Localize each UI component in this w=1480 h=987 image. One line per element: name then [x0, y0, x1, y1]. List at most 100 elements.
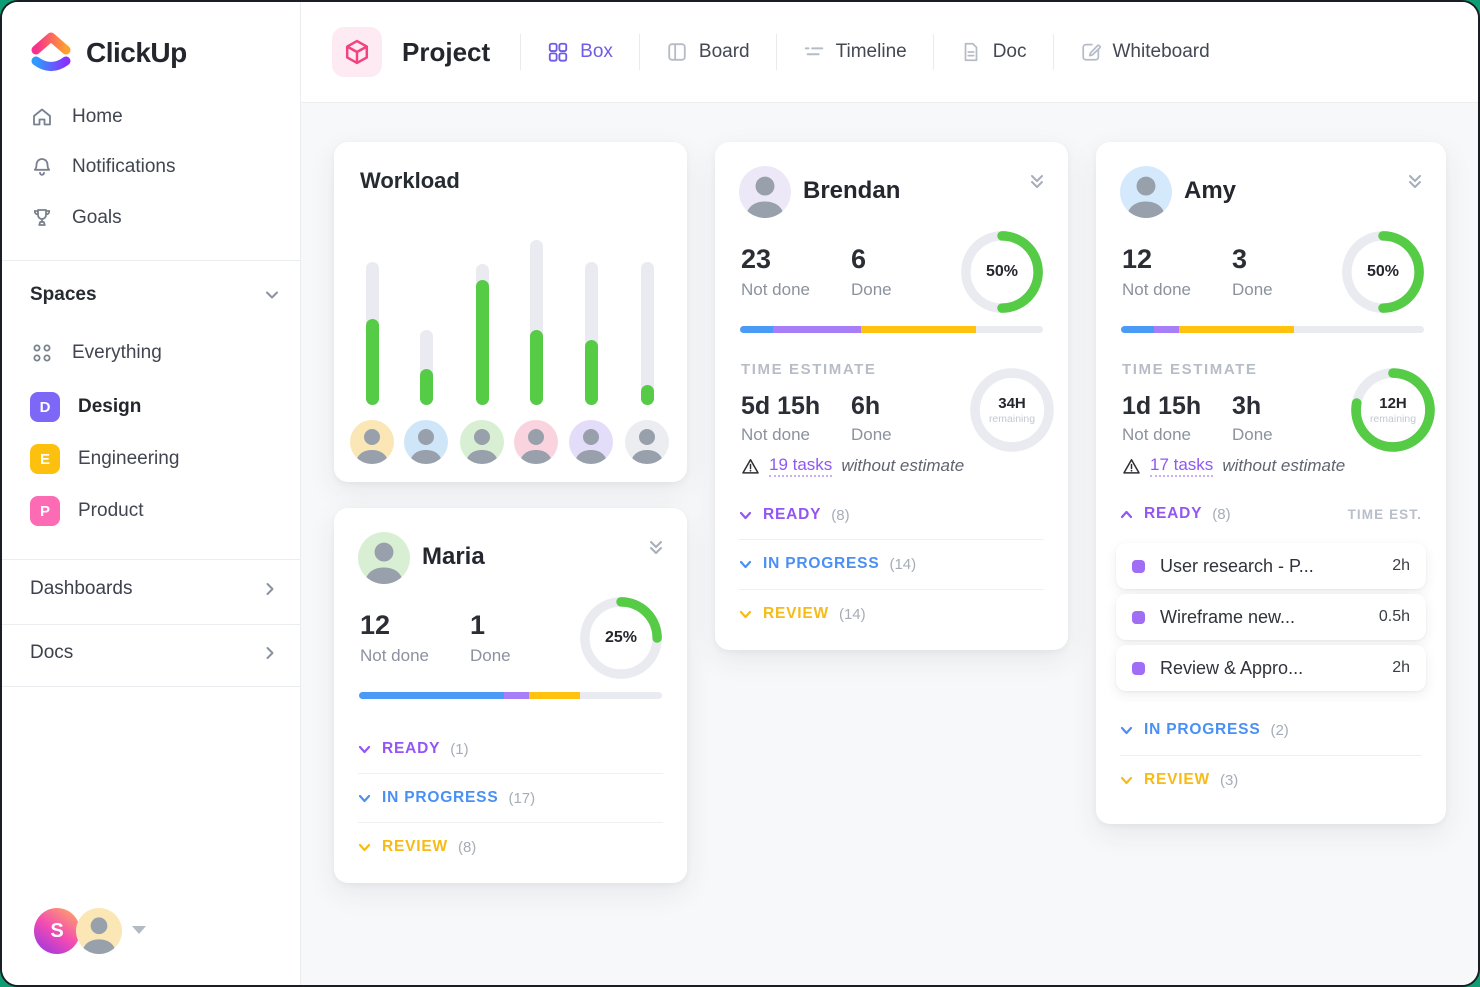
sidebar-item-label: Engineering — [78, 448, 180, 469]
workload-bar[interactable] — [420, 330, 433, 405]
chevron-down-icon[interactable] — [358, 792, 371, 805]
workload-card: Workload — [334, 142, 687, 482]
grid-dots-icon — [33, 344, 51, 362]
not-done-count: 12 — [360, 610, 391, 640]
tab-label: Doc — [992, 41, 1027, 62]
chevron-down-icon[interactable] — [739, 509, 752, 522]
sidebar-item-product[interactable]: P Product — [30, 492, 284, 530]
collapse-card-icon[interactable] — [1028, 172, 1046, 197]
workload-title: Workload — [360, 168, 460, 193]
done-label: Done — [470, 646, 511, 665]
time-estimate-heading: TIME ESTIMATE — [741, 361, 877, 378]
collapse-card-icon[interactable] — [647, 538, 665, 563]
status-count: (14) — [889, 555, 917, 573]
sidebar-item-engineering[interactable]: E Engineering — [30, 440, 284, 478]
tab-label: Box — [580, 41, 613, 62]
spaces-header[interactable]: Spaces — [30, 276, 280, 314]
chevron-down-icon[interactable] — [739, 558, 752, 571]
chevron-up-icon[interactable] — [1120, 508, 1133, 521]
status-row-review[interactable]: REVIEW (8) — [358, 823, 663, 871]
avatar — [404, 420, 448, 464]
divider — [2, 559, 300, 560]
clickup-logo[interactable]: ClickUp — [30, 30, 187, 76]
done-count: 1 — [470, 610, 486, 640]
status-label: REVIEW — [382, 838, 448, 855]
chevron-down-icon[interactable] — [739, 608, 752, 621]
workload-bar[interactable] — [366, 262, 379, 405]
tasks-without-estimate-link[interactable]: 17 tasks — [1150, 455, 1214, 477]
status-label: IN PROGRESS — [1144, 721, 1261, 738]
tab-box[interactable]: Box — [521, 41, 639, 63]
chevron-down-icon[interactable] — [358, 743, 371, 756]
divider — [1052, 34, 1054, 70]
divider — [2, 686, 300, 687]
tab-whiteboard[interactable]: Whiteboard — [1054, 41, 1236, 63]
progress-percent: 50% — [985, 263, 1019, 280]
status-row-ready[interactable]: READY (1) — [358, 725, 663, 773]
user-menu-caret-icon[interactable] — [132, 926, 146, 934]
status-row-review[interactable]: REVIEW (14) — [739, 590, 1044, 638]
status-row-review[interactable]: REVIEW (3) — [1120, 756, 1422, 804]
status-count: (14) — [838, 605, 866, 623]
task-title: User research - P... — [1160, 555, 1314, 576]
sidebar: ClickUp Home Notifications Goals — [2, 2, 301, 985]
project-chip[interactable] — [332, 27, 382, 77]
warning-text: without estimate — [841, 456, 965, 475]
task-row[interactable]: Review & Appro... 2h — [1116, 645, 1426, 691]
tab-board[interactable]: Board — [640, 41, 776, 63]
divider — [739, 539, 1044, 540]
avatar — [739, 166, 791, 218]
task-row[interactable]: Wireframe new... 0.5h — [1116, 594, 1426, 640]
spaces-header-label: Spaces — [30, 284, 97, 305]
doc-icon — [964, 42, 978, 62]
sidebar-item-label: Product — [78, 500, 144, 521]
task-time-estimate: 2h — [1392, 557, 1410, 574]
user-avatar[interactable] — [76, 908, 122, 954]
not-done-label: Not done — [1122, 280, 1191, 299]
sidebar-item-goals[interactable]: Goals — [30, 199, 284, 237]
not-done-label: Not done — [741, 280, 810, 299]
done-label: Done — [1232, 280, 1273, 299]
task-row[interactable]: User research - P... 2h — [1116, 543, 1426, 589]
estimate-warning: 17 tasks without estimate — [1122, 454, 1345, 478]
sidebar-item-label: Goals — [72, 207, 122, 228]
chevron-down-icon[interactable] — [358, 841, 371, 854]
board-icon — [668, 43, 686, 61]
status-row-in-progress[interactable]: IN PROGRESS (17) — [358, 774, 663, 822]
status-row-ready[interactable]: READY (8) — [739, 491, 1044, 539]
sidebar-item-label: Everything — [72, 342, 162, 363]
warning-text: without estimate — [1222, 456, 1346, 475]
task-title: Wireframe new... — [1160, 606, 1296, 627]
workload-bar[interactable] — [530, 240, 543, 405]
tab-timeline[interactable]: Timeline — [777, 41, 933, 63]
workload-bar[interactable] — [476, 264, 489, 405]
chevron-down-icon[interactable] — [264, 287, 280, 303]
tab-doc[interactable]: Doc — [934, 41, 1053, 63]
status-progress-bar — [740, 326, 1043, 333]
status-row-ready[interactable]: READY (8) TIME EST. — [1120, 490, 1422, 538]
sidebar-item-dashboards[interactable]: Dashboards — [30, 570, 278, 608]
sidebar-item-docs[interactable]: Docs — [30, 634, 278, 672]
space-badge: P — [30, 496, 60, 526]
divider — [520, 34, 522, 70]
status-progress-bar — [359, 692, 662, 699]
workspace-avatar[interactable]: S — [34, 908, 80, 954]
status-label: REVIEW — [763, 605, 829, 622]
sidebar-item-design[interactable]: D Design — [30, 388, 284, 426]
chevron-down-icon[interactable] — [1120, 774, 1133, 787]
workload-bar[interactable] — [585, 262, 598, 405]
sidebar-item-home[interactable]: Home — [30, 98, 284, 136]
sidebar-item-notifications[interactable]: Notifications — [30, 148, 284, 186]
collapse-card-icon[interactable] — [1406, 172, 1424, 197]
tasks-without-estimate-link[interactable]: 19 tasks — [769, 455, 833, 477]
chevron-down-icon[interactable] — [1120, 724, 1133, 737]
status-row-in-progress[interactable]: IN PROGRESS (14) — [739, 540, 1044, 588]
chevron-right-icon — [266, 583, 274, 595]
divider — [932, 34, 934, 70]
member-card-maria: Maria 12 Not done 1 Done 25% READY — [334, 508, 687, 883]
status-label: IN PROGRESS — [382, 789, 499, 806]
divider — [638, 34, 640, 70]
workload-bar[interactable] — [641, 262, 654, 405]
status-row-in-progress[interactable]: IN PROGRESS (2) — [1120, 706, 1422, 754]
sidebar-item-everything[interactable]: Everything — [30, 334, 284, 372]
